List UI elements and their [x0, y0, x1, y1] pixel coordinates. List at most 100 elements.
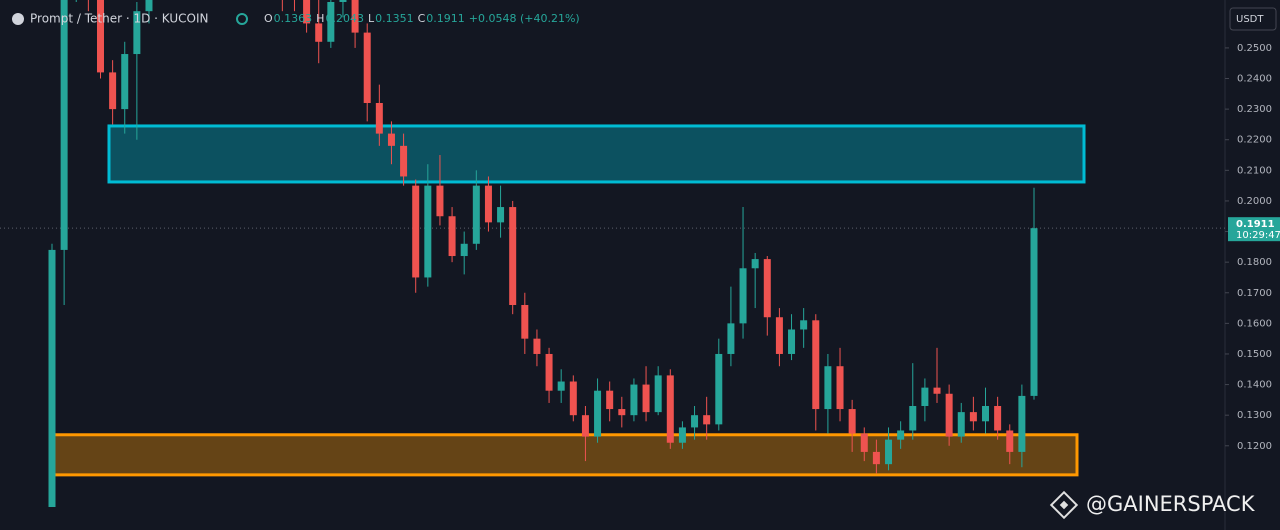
y-tick-label: 0.1800 [1237, 257, 1272, 268]
candle-body [824, 366, 832, 410]
candle-body [448, 216, 456, 257]
ohlc-value: 0.2043 [325, 12, 364, 25]
candle-body [654, 375, 662, 413]
status-icon [236, 13, 248, 25]
candle-body [715, 353, 723, 425]
ohlc-key: C [418, 12, 426, 25]
candle-body [557, 381, 565, 391]
candle-body [315, 23, 323, 42]
candle-body [121, 54, 129, 110]
candle-body [96, 0, 104, 73]
candle-body [327, 2, 335, 42]
y-tick-label: 0.1200 [1237, 441, 1272, 452]
candle-body [594, 390, 602, 437]
candle-body [60, 0, 68, 250]
ohlc-value: 0.1351 [375, 12, 414, 25]
legend: Prompt / Tether · 1D · KUCOIN [12, 12, 248, 26]
candle-body [351, 0, 359, 33]
change: +0.0548 (+40.21%) [469, 12, 580, 25]
ohlc-key: L [368, 12, 375, 25]
candle-body [945, 393, 953, 437]
candle-body [509, 207, 517, 305]
candle-body [836, 366, 844, 410]
candle-body [472, 185, 480, 244]
y-tick-label: 0.2500 [1237, 43, 1272, 54]
candle-body [969, 412, 977, 422]
y-tick-label: 0.2100 [1237, 165, 1272, 176]
candle-body [775, 317, 783, 354]
candle-body [581, 415, 589, 437]
candle-body [994, 406, 1002, 431]
currency[interactable]: USDT [1236, 14, 1264, 25]
candle-body [872, 451, 880, 465]
candle-body [412, 185, 420, 278]
zone [50, 433, 1079, 477]
y-tick-label: 0.2200 [1237, 135, 1272, 146]
candle-body [145, 0, 153, 12]
candle-body [569, 381, 577, 416]
candle-body [727, 323, 735, 354]
candle-body [921, 387, 929, 406]
currency-box[interactable] [1229, 7, 1277, 31]
candle-body [387, 133, 395, 146]
ohlc-key: H [316, 12, 324, 25]
y-tick-label: 0.1600 [1237, 318, 1272, 329]
ohlc-value: 0.1363 [274, 12, 313, 25]
candle-body [339, 0, 347, 2]
candle-body [691, 415, 699, 428]
candle-body [800, 320, 808, 330]
candle-body [666, 375, 674, 443]
watermark-group: @GAINERSPACK [1049, 490, 1256, 520]
candle-body [109, 72, 117, 110]
countdown: 10:29:47 [1236, 230, 1280, 241]
candle-body [909, 406, 917, 431]
plot-area [0, 0, 1225, 507]
ohlc-key: O [264, 12, 273, 25]
candle-body [751, 259, 759, 269]
logo-shape [1049, 490, 1079, 520]
y-tick-label: 0.1300 [1237, 410, 1272, 421]
candle-body [812, 320, 820, 410]
candle-body [424, 185, 432, 278]
y-tick-label: 0.1500 [1237, 349, 1272, 360]
candle-body [630, 384, 638, 416]
candle-body [1018, 395, 1026, 452]
candle-body [484, 185, 492, 223]
candle-body [1030, 228, 1038, 396]
candle-body [400, 145, 408, 177]
candle-body [521, 305, 529, 339]
candle-body [933, 387, 941, 394]
candle-body [606, 390, 614, 410]
y-tick-label: 0.2000 [1237, 196, 1272, 207]
candle-body [885, 439, 893, 465]
candle-body [133, 11, 141, 55]
ohlc-value: 0.1911 [426, 12, 465, 25]
last-price: 0.1911 [1236, 219, 1275, 230]
candle-body [957, 412, 965, 437]
candle-body [375, 103, 383, 134]
candle-body [642, 384, 650, 413]
currency-button[interactable]: USDT [1229, 7, 1277, 31]
candle-body [497, 207, 505, 223]
zone [107, 124, 1086, 184]
candle-body [788, 329, 796, 354]
candle-body [460, 243, 468, 257]
last-price-box [1228, 217, 1280, 242]
y-tick-label: 0.1400 [1237, 380, 1272, 391]
candle-body [678, 427, 686, 443]
candle-body [860, 433, 868, 452]
candle-body [763, 259, 771, 318]
candle-body [363, 32, 371, 103]
candle-body [1006, 430, 1014, 452]
candle-body [982, 406, 990, 422]
candle-body [703, 415, 711, 425]
watermark: @GAINERSPACK [1086, 492, 1256, 516]
candle-body [436, 185, 444, 217]
candle-body [618, 409, 626, 416]
y-tick-label: 0.2300 [1237, 104, 1272, 115]
candle-body [739, 268, 747, 324]
candle-body [848, 409, 856, 434]
candle-body [303, 0, 311, 24]
